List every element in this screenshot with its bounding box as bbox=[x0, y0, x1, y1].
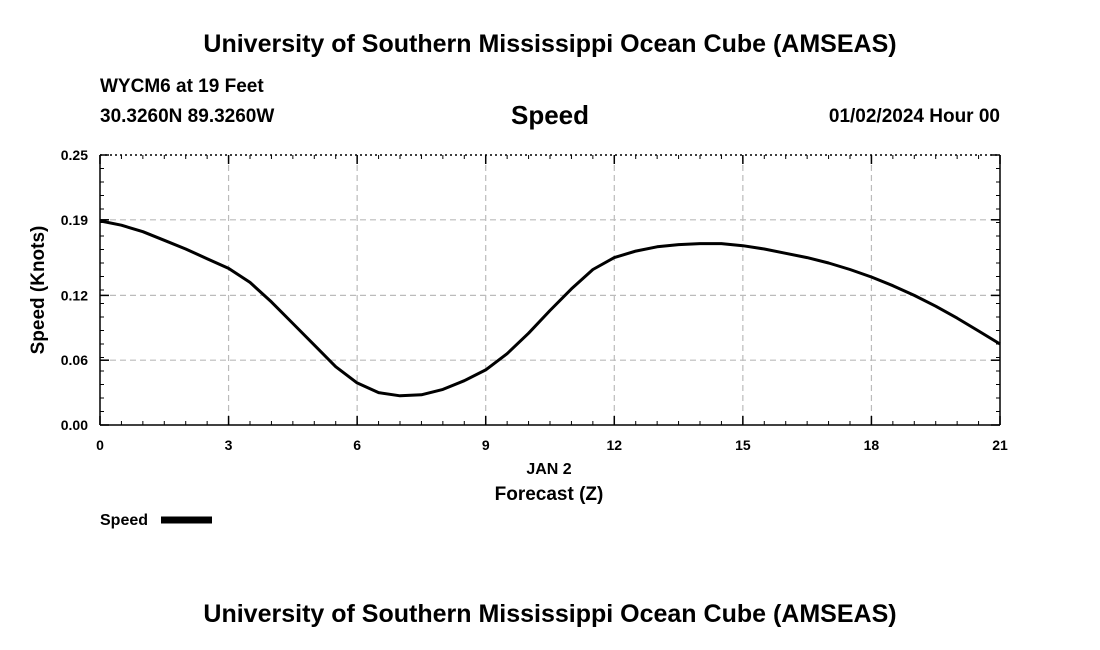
x-axis-date-label: JAN 2 bbox=[526, 461, 571, 478]
x-axis-label: Forecast (Z) bbox=[495, 484, 604, 505]
y-tick-label: 0.12 bbox=[61, 287, 88, 303]
axes bbox=[99, 154, 1001, 426]
x-tick-label: 15 bbox=[735, 437, 751, 453]
series-line-speed bbox=[99, 219, 1001, 398]
y-tick-label: 0.25 bbox=[61, 147, 88, 163]
x-tick-label: 9 bbox=[482, 437, 490, 453]
x-tick-label: 12 bbox=[606, 437, 622, 453]
x-tick-label: 0 bbox=[96, 437, 104, 453]
grid bbox=[100, 155, 1000, 425]
plot-title: Speed bbox=[510, 100, 590, 130]
tick-labels: 0 3 6 9 12 15 18 21 0.00 0.06 0.12 0.19 0.25 bbox=[61, 147, 1008, 453]
y-tick-label: 0.00 bbox=[61, 417, 88, 433]
datetime-label: 01/02/2024 Hour 00 bbox=[828, 106, 1000, 127]
y-tick-label: 0.19 bbox=[61, 212, 88, 228]
legend-label: Speed bbox=[100, 512, 148, 529]
legend: Speed bbox=[100, 512, 212, 529]
y-tick-label: 0.06 bbox=[61, 352, 88, 368]
station-label: WYCM6 at 19 Feet bbox=[100, 76, 264, 97]
y-axis-label: Speed (Knots) bbox=[28, 226, 49, 355]
series bbox=[99, 219, 1001, 398]
chart-title-bottom: University of Southern Mississippi Ocean… bbox=[203, 600, 897, 628]
x-tick-label: 21 bbox=[992, 437, 1008, 453]
x-tick-label: 6 bbox=[353, 437, 361, 453]
coordinates-label: 30.3260N 89.3260W bbox=[100, 106, 275, 127]
x-tick-label: 18 bbox=[864, 437, 880, 453]
x-tick-label: 3 bbox=[225, 437, 233, 453]
chart-title-top: University of Southern Mississippi Ocean… bbox=[203, 30, 897, 58]
